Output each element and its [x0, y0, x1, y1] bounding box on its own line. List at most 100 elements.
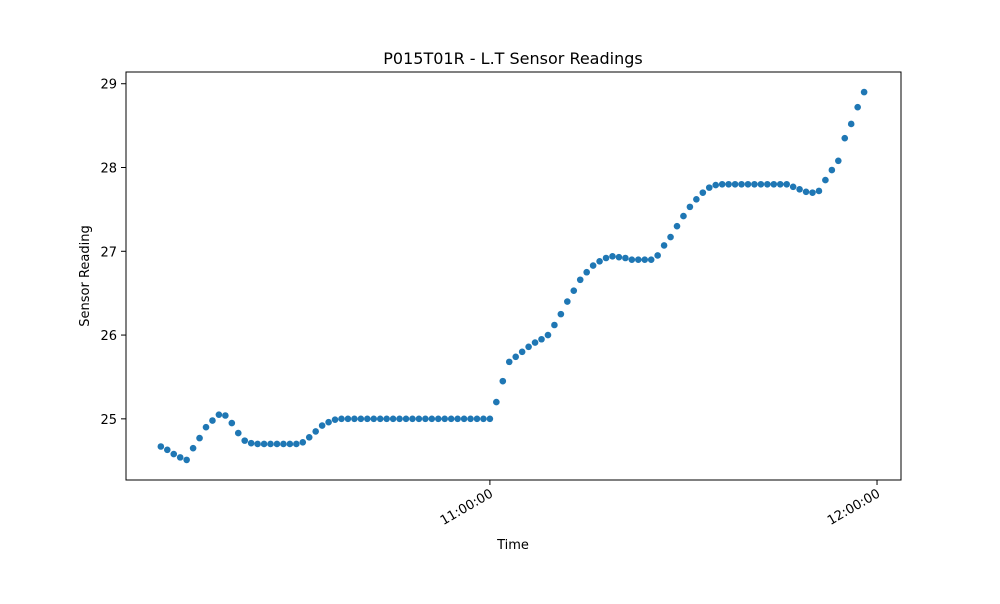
point — [841, 134, 849, 142]
point — [280, 440, 287, 448]
point — [538, 335, 545, 343]
point — [667, 233, 674, 241]
point — [505, 358, 513, 366]
point — [370, 415, 378, 423]
point — [822, 176, 829, 184]
point — [802, 188, 810, 196]
point — [299, 438, 307, 446]
point — [183, 456, 190, 464]
point — [247, 439, 255, 447]
point — [493, 398, 500, 406]
point — [628, 256, 636, 263]
point — [157, 443, 165, 450]
point — [725, 180, 732, 188]
point — [564, 298, 571, 305]
point — [163, 446, 171, 454]
point — [525, 343, 532, 351]
point — [596, 258, 603, 265]
point — [441, 415, 449, 423]
point — [783, 180, 790, 188]
point — [647, 256, 655, 263]
point — [796, 185, 803, 193]
point — [338, 415, 345, 423]
point — [460, 415, 468, 423]
point — [293, 440, 300, 448]
point — [718, 180, 726, 188]
point — [744, 180, 752, 188]
point — [641, 256, 649, 263]
point — [776, 180, 784, 188]
y-axis-label: Sensor Reading — [78, 225, 93, 326]
point — [364, 415, 371, 423]
point — [234, 429, 242, 437]
point — [809, 189, 816, 196]
point — [551, 321, 558, 329]
point — [209, 417, 216, 424]
point — [383, 415, 390, 423]
point — [254, 440, 261, 448]
point — [634, 256, 642, 263]
point — [686, 203, 694, 211]
point — [557, 310, 565, 318]
point — [576, 276, 584, 284]
point — [447, 415, 455, 423]
point — [202, 423, 210, 431]
point — [712, 181, 720, 189]
point — [731, 180, 739, 188]
point — [615, 253, 623, 261]
point — [434, 415, 442, 423]
y-tick-label: 28 — [100, 162, 117, 177]
point — [738, 180, 745, 188]
point — [215, 411, 223, 418]
point — [835, 157, 842, 165]
point — [351, 415, 358, 423]
point — [751, 180, 758, 188]
point — [680, 212, 687, 220]
point — [570, 287, 578, 294]
point — [602, 254, 610, 262]
point — [622, 254, 629, 262]
point — [518, 348, 526, 356]
point — [402, 415, 410, 423]
point — [583, 268, 590, 276]
point — [860, 88, 868, 96]
x-tick-label: 11:00:00 — [438, 486, 496, 528]
point — [428, 415, 436, 423]
y-tick-label: 29 — [100, 78, 117, 93]
point — [189, 444, 197, 452]
point — [757, 180, 765, 188]
y-tick-label: 26 — [100, 329, 117, 344]
x-tick-label: 12:00:00 — [825, 486, 883, 528]
point — [467, 415, 474, 423]
point — [693, 196, 700, 203]
point — [609, 253, 616, 260]
point — [847, 120, 855, 128]
point — [305, 433, 313, 441]
point — [854, 103, 861, 111]
point — [531, 339, 539, 346]
chart-title: P015T01R - L.T Sensor Readings — [383, 49, 642, 68]
point — [454, 415, 461, 423]
point — [222, 412, 229, 419]
point — [673, 222, 681, 230]
y-tick-label: 27 — [100, 245, 117, 260]
point — [389, 415, 397, 423]
point — [764, 180, 771, 188]
point — [267, 440, 274, 448]
point — [815, 187, 823, 195]
point — [480, 415, 487, 423]
point — [196, 434, 203, 442]
point — [357, 415, 365, 423]
x-axis-label: Time — [496, 538, 529, 553]
point — [544, 331, 552, 339]
point — [660, 242, 668, 249]
point — [228, 419, 236, 427]
point — [325, 418, 332, 426]
point — [654, 252, 661, 259]
point — [473, 415, 481, 423]
point — [376, 415, 384, 423]
point — [318, 422, 326, 429]
point — [170, 450, 178, 458]
point — [828, 166, 836, 174]
